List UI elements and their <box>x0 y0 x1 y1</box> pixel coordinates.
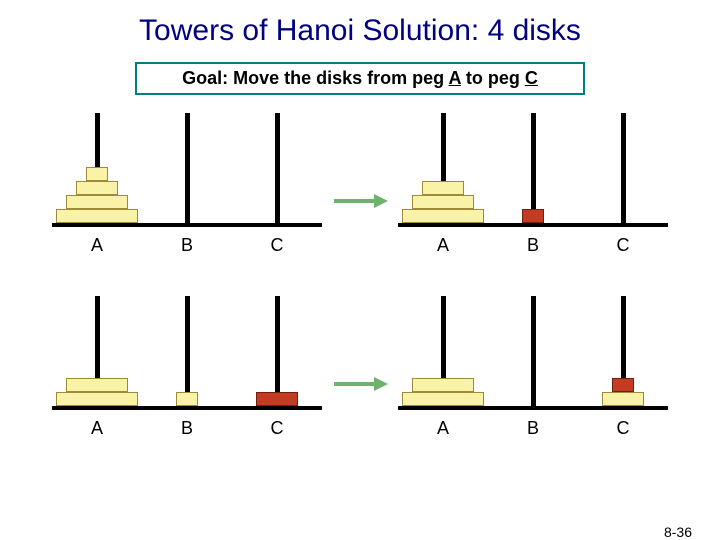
peg-c: C <box>232 296 322 439</box>
disk-size-1 <box>612 378 634 392</box>
base-line <box>52 406 142 410</box>
goal-peg-c: C <box>525 68 538 88</box>
base-line <box>488 223 578 227</box>
peg-label: C <box>271 235 284 256</box>
disk-size-1 <box>176 392 198 406</box>
peg-label: C <box>617 235 630 256</box>
disk-size-1 <box>522 209 544 223</box>
base-line <box>232 223 322 227</box>
peg-label: B <box>181 418 193 439</box>
peg-area <box>52 113 142 223</box>
hanoi-state: A B C <box>398 296 668 439</box>
peg-area <box>578 296 668 406</box>
peg-area <box>232 296 322 406</box>
peg-b: B <box>488 113 578 256</box>
disk-size-1 <box>86 167 108 181</box>
arrow-icon <box>330 146 390 256</box>
disk-size-4 <box>56 209 138 223</box>
disk-size-3 <box>66 378 128 392</box>
peg-label: C <box>617 418 630 439</box>
hanoi-state: A B C <box>398 113 668 256</box>
goal-box: Goal: Move the disks from peg A to peg C <box>135 62 585 95</box>
pole <box>531 296 536 406</box>
peg-label: A <box>91 235 103 256</box>
hanoi-state: A B C <box>52 296 322 439</box>
slide-number: 8-36 <box>664 524 692 540</box>
base-line <box>142 406 232 410</box>
peg-a: A <box>52 113 142 256</box>
peg-area <box>52 296 142 406</box>
base-line <box>398 406 488 410</box>
diagram-rows: A B C A B C A B C A B C <box>0 113 720 439</box>
pole <box>621 113 626 223</box>
disk-size-4 <box>402 209 484 223</box>
disk-size-2 <box>256 392 298 406</box>
peg-area <box>142 113 232 223</box>
peg-area <box>488 296 578 406</box>
pole <box>531 113 536 223</box>
base-line <box>52 223 142 227</box>
diagram-row: ABCABC <box>0 296 720 439</box>
hanoi-state: A B C <box>52 113 322 256</box>
base-line <box>578 223 668 227</box>
goal-peg-a: A <box>449 68 461 88</box>
disk-size-3 <box>412 378 474 392</box>
peg-c: C <box>578 296 668 439</box>
peg-c: C <box>578 113 668 256</box>
goal-text-mid: to peg <box>461 68 525 88</box>
disk-size-2 <box>602 392 644 406</box>
base-line <box>578 406 668 410</box>
page-title: Towers of Hanoi Solution: 4 disks <box>0 14 720 48</box>
peg-c: C <box>232 113 322 256</box>
pole <box>185 113 190 223</box>
peg-area <box>578 113 668 223</box>
base-line <box>142 223 232 227</box>
peg-label: B <box>527 418 539 439</box>
diagram-row: ABCABC <box>0 113 720 256</box>
peg-area <box>142 296 232 406</box>
peg-area <box>398 296 488 406</box>
peg-area <box>232 113 322 223</box>
peg-b: B <box>488 296 578 439</box>
peg-label: A <box>91 418 103 439</box>
peg-label: A <box>437 235 449 256</box>
disk-size-2 <box>76 181 118 195</box>
disk-size-3 <box>66 195 128 209</box>
disk-size-3 <box>412 195 474 209</box>
peg-a: A <box>52 296 142 439</box>
peg-label: C <box>271 418 284 439</box>
pole <box>275 296 280 406</box>
peg-a: A <box>398 113 488 256</box>
goal-text-prefix: Goal: Move the disks from peg <box>182 68 448 88</box>
peg-label: B <box>181 235 193 256</box>
base-line <box>398 223 488 227</box>
base-line <box>232 406 322 410</box>
peg-b: B <box>142 296 232 439</box>
pole <box>275 113 280 223</box>
peg-area <box>488 113 578 223</box>
peg-a: A <box>398 296 488 439</box>
base-line <box>488 406 578 410</box>
peg-b: B <box>142 113 232 256</box>
peg-label: A <box>437 418 449 439</box>
disk-size-4 <box>56 392 138 406</box>
peg-label: B <box>527 235 539 256</box>
disk-size-4 <box>402 392 484 406</box>
pole <box>185 296 190 406</box>
peg-area <box>398 113 488 223</box>
disk-size-2 <box>422 181 464 195</box>
arrow-icon <box>330 329 390 439</box>
